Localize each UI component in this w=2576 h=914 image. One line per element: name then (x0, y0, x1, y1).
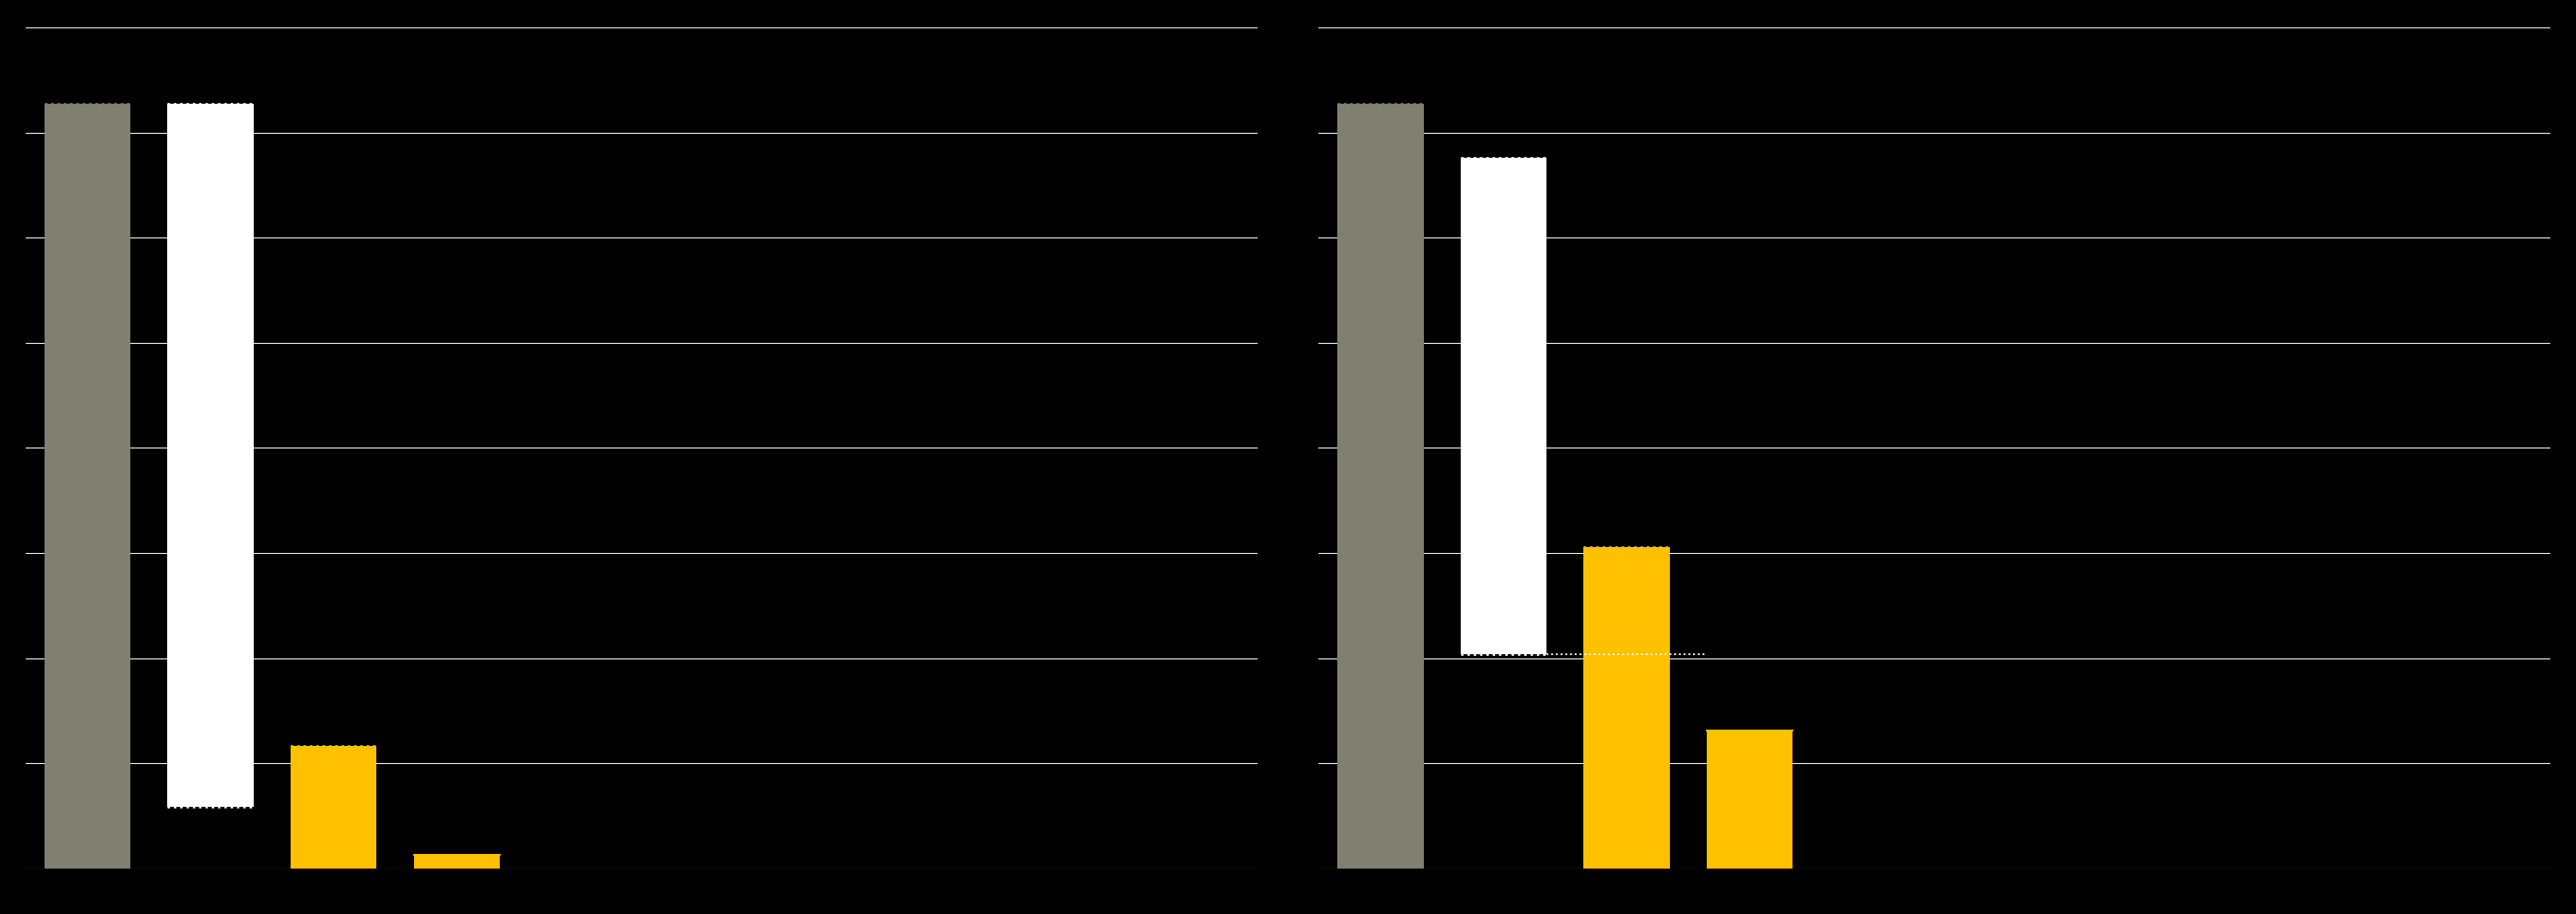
Bar (167, 104, 252, 807)
Bar (291, 746, 376, 868)
Bar (1708, 730, 1793, 868)
Bar (1584, 547, 1669, 868)
Bar (1337, 104, 1425, 868)
Bar (44, 104, 131, 868)
Bar (415, 855, 500, 868)
Bar (1461, 157, 1546, 654)
